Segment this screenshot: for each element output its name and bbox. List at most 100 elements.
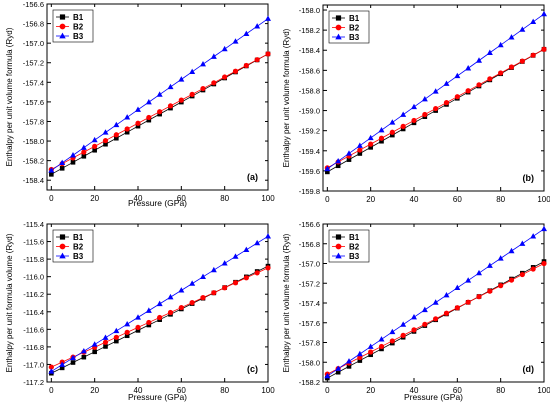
- data-point: [91, 341, 98, 347]
- data-point: [389, 328, 396, 335]
- data-point: [411, 117, 417, 124]
- data-point: [70, 152, 76, 158]
- data-point: [443, 100, 450, 106]
- series-b2: [48, 51, 271, 173]
- y-tick-label: -117.2: [23, 378, 44, 387]
- data-point: [114, 135, 119, 141]
- data-point: [346, 150, 352, 156]
- data-point: [254, 239, 261, 246]
- y-tick-label: -158.0: [23, 137, 44, 146]
- data-point: [243, 62, 249, 69]
- legend-item-b1: B1: [56, 233, 84, 242]
- data-point: [156, 300, 163, 307]
- legend-marker: [59, 23, 66, 30]
- data-point: [243, 30, 250, 37]
- data-point: [189, 68, 196, 74]
- x-tick-label: 80: [496, 195, 505, 204]
- data-point: [265, 233, 271, 239]
- y-tick-label: -115.8: [23, 255, 44, 264]
- data-point: [145, 98, 152, 105]
- legend-item-b3: B3: [332, 252, 360, 261]
- data-point: [357, 354, 363, 361]
- y-tick-label: -156.8: [299, 240, 320, 249]
- y-tick-label: -116.4: [23, 308, 44, 317]
- data-point: [389, 129, 395, 135]
- data-point: [508, 277, 515, 283]
- data-point: [254, 270, 260, 276]
- legend-marker: [59, 243, 66, 250]
- series-b2: [324, 260, 547, 377]
- legend-item-b1: B1: [332, 14, 360, 23]
- x-axis-label: Pressure (GPa): [128, 392, 187, 402]
- data-point: [325, 169, 330, 175]
- data-point: [519, 58, 525, 64]
- data-point: [189, 280, 196, 286]
- legend-label: B2: [349, 243, 360, 252]
- legend-label: B2: [73, 243, 84, 252]
- data-point: [454, 72, 461, 79]
- y-tick-label: -157.8: [299, 339, 320, 348]
- x-tick-label: 0: [49, 386, 54, 395]
- data-point: [156, 91, 163, 97]
- data-point: [357, 151, 363, 156]
- x-tick-label: 0: [49, 194, 54, 203]
- data-point: [210, 266, 217, 273]
- data-point: [368, 352, 373, 358]
- series-b3: [324, 10, 547, 172]
- data-point: [232, 38, 239, 44]
- data-point: [390, 132, 395, 138]
- data-point: [530, 266, 536, 272]
- data-point: [92, 349, 97, 355]
- data-point: [486, 262, 493, 268]
- y-axis-label: Enthalpy per unit volume formula (Ryd): [5, 27, 14, 166]
- data-point: [222, 285, 228, 291]
- data-point: [497, 41, 504, 48]
- data-point: [178, 76, 185, 82]
- legend-label: B1: [73, 13, 84, 22]
- panel-a: 0 20 40 60 80 100 -158.4 -158.2 -158.0 -157.8 -157…: [5, 0, 275, 208]
- data-point: [135, 314, 141, 320]
- data-point: [346, 157, 352, 162]
- x-tick-label: 20: [90, 386, 99, 395]
- legend-marker: [335, 15, 342, 21]
- legend-label: B2: [73, 23, 84, 32]
- legend-item-b2: B2: [56, 243, 84, 252]
- data-point: [465, 299, 471, 305]
- y-tick-label: -158.0: [299, 358, 320, 367]
- x-tick-label: 40: [410, 195, 419, 204]
- data-point: [530, 233, 537, 239]
- data-point: [59, 361, 66, 367]
- data-point: [432, 299, 439, 305]
- x-tick-label: 100: [537, 195, 550, 204]
- legend-marker: [59, 32, 66, 39]
- data-point: [411, 314, 417, 320]
- data-point: [389, 338, 395, 344]
- data-point: [519, 26, 526, 32]
- data-point: [541, 225, 547, 232]
- data-point: [519, 240, 526, 246]
- data-point: [367, 343, 374, 349]
- x-axis-label: Pressure (GPa): [404, 392, 463, 402]
- series-b3: [48, 15, 271, 173]
- data-point: [221, 45, 228, 52]
- y-tick-label: -157.8: [23, 117, 44, 126]
- data-point: [167, 293, 174, 300]
- data-point: [103, 141, 108, 147]
- data-point: [114, 338, 119, 344]
- data-point: [243, 246, 250, 253]
- data-point: [113, 121, 120, 128]
- data-point: [135, 123, 141, 129]
- legend-item-b3: B3: [56, 32, 84, 41]
- data-point: [243, 275, 249, 281]
- x-tick-label: 80: [220, 194, 229, 203]
- data-point: [454, 305, 460, 311]
- data-point: [368, 349, 374, 355]
- y-tick-label: -158.0: [299, 6, 320, 15]
- x-tick-label: 100: [261, 194, 275, 203]
- data-point: [346, 358, 352, 364]
- data-point: [124, 329, 130, 335]
- y-tick-label: -158.4: [23, 176, 44, 185]
- data-point: [486, 49, 493, 55]
- data-point: [81, 354, 87, 360]
- legend-marker: [59, 14, 66, 20]
